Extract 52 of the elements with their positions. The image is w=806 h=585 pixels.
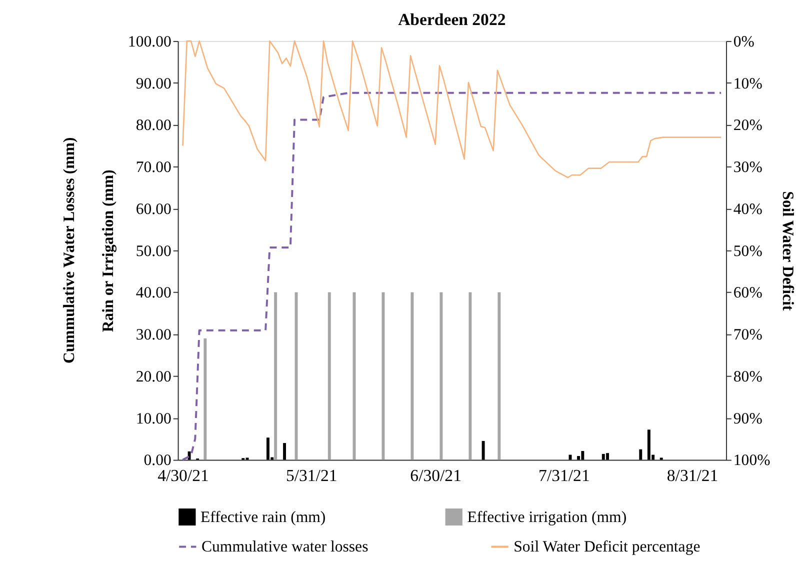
bar [639, 449, 642, 460]
bar [498, 292, 501, 460]
line-series [182, 40, 722, 178]
bar [647, 430, 650, 460]
legend-label: Effective irrigation (mm) [467, 508, 627, 526]
legend-label: Soil Water Deficit percentage [514, 538, 700, 556]
x-tick-label: 5/31/21 [286, 466, 338, 486]
y2-tick-label: 40% [733, 200, 762, 218]
bar [204, 338, 207, 460]
bar [283, 443, 286, 460]
y-tick-label: 40.00 [136, 284, 172, 302]
x-tick-label: 8/31/21 [666, 466, 718, 486]
y2-axis-title: Soil Water Deficit [779, 191, 796, 312]
bar [602, 454, 605, 460]
bar [266, 438, 270, 460]
bar [606, 453, 609, 460]
text: Cummulative Water Losses (mm) [61, 137, 78, 364]
y2-tick-label: 30% [733, 159, 762, 176]
y-tick-label: 30.00 [136, 326, 172, 344]
y2-tick-label: 50% [733, 242, 762, 260]
x-tick-label: 6/30/21 [410, 466, 462, 486]
bar [440, 292, 443, 460]
y2-tick-label: 100% [733, 452, 770, 470]
y2-tick-label: 70% [733, 326, 762, 344]
y2-tick-label: 10% [733, 75, 762, 92]
bar [382, 292, 385, 460]
y-tick-label: 60.00 [136, 200, 172, 218]
bar [410, 292, 414, 460]
chart-title: Aberdeen 2022 [398, 10, 506, 30]
x-tick-label: 7/31/21 [538, 466, 590, 486]
y-tick-label: 90.00 [136, 75, 172, 92]
bar [274, 292, 278, 460]
legend-label: Effective rain (mm) [200, 508, 326, 526]
y2-tick-label: 0% [733, 33, 754, 50]
bar [482, 440, 485, 460]
y2-tick-label: 90% [733, 410, 762, 428]
y2-tick-label: 80% [733, 368, 762, 386]
y-tick-label: 70.00 [136, 159, 172, 176]
y2-tick-label: 60% [733, 284, 762, 302]
y-axis-title: Rain or Irrigation (mm) [100, 170, 118, 332]
legend-label: Cummulative water losses [202, 538, 368, 556]
line-series [182, 92, 722, 461]
y-tick-label: 10.00 [136, 410, 172, 428]
bar [581, 450, 584, 460]
bar [468, 292, 472, 460]
bar [328, 292, 331, 460]
bar [188, 451, 191, 460]
y-tick-label: 100.00 [128, 33, 172, 50]
y-tick-label: 50.00 [136, 242, 172, 260]
y2-tick-label: 20% [733, 117, 762, 134]
y-tick-label: 80.00 [136, 117, 172, 134]
y-tick-label: 20.00 [136, 368, 172, 386]
